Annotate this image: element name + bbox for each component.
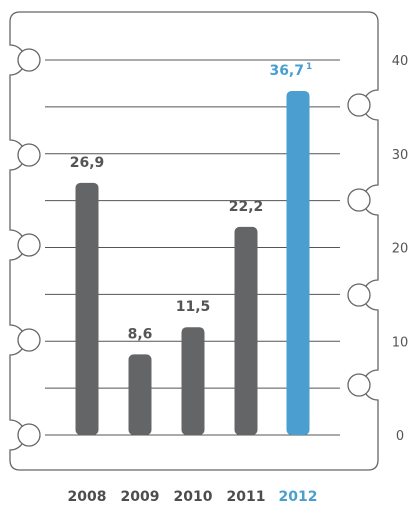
- y-tick-label: 20: [392, 242, 409, 257]
- value-label-2009: 8,6: [128, 326, 153, 342]
- category-label-2011: 2011: [227, 489, 266, 505]
- value-label-2011: 22,2: [229, 199, 264, 215]
- right-hole-circle: [347, 93, 371, 117]
- bar-2010: [181, 327, 205, 435]
- left-hole-circle: [17, 233, 41, 257]
- y-tick-label: 40: [392, 54, 409, 69]
- left-hole-circle: [17, 423, 41, 447]
- left-hole-circle: [17, 143, 41, 167]
- y-tick-label: 10: [392, 335, 409, 350]
- left-hole-circle: [17, 48, 41, 72]
- right-hole-circle: [347, 188, 371, 212]
- value-footnote: 1: [306, 62, 312, 72]
- category-label-2008: 2008: [68, 489, 107, 505]
- category-label-2010: 2010: [174, 489, 213, 505]
- right-hole-circle: [347, 373, 371, 397]
- bar-2012: [286, 90, 310, 435]
- value-label-2010: 11,5: [176, 299, 211, 315]
- value-label-2008: 26,9: [70, 155, 105, 171]
- bar-2008: [75, 182, 99, 435]
- y-tick-label: 30: [392, 148, 409, 163]
- y-tick-label: 0: [396, 429, 404, 444]
- bar-2009: [128, 354, 152, 435]
- chart-frame: [9, 11, 379, 471]
- value-label-2012: 36,7: [269, 63, 304, 79]
- left-hole-circle: [17, 328, 41, 352]
- right-hole-circle: [347, 283, 371, 307]
- bar-2011: [234, 226, 258, 435]
- category-label-2009: 2009: [121, 489, 160, 505]
- category-label-2012: 2012: [279, 489, 318, 505]
